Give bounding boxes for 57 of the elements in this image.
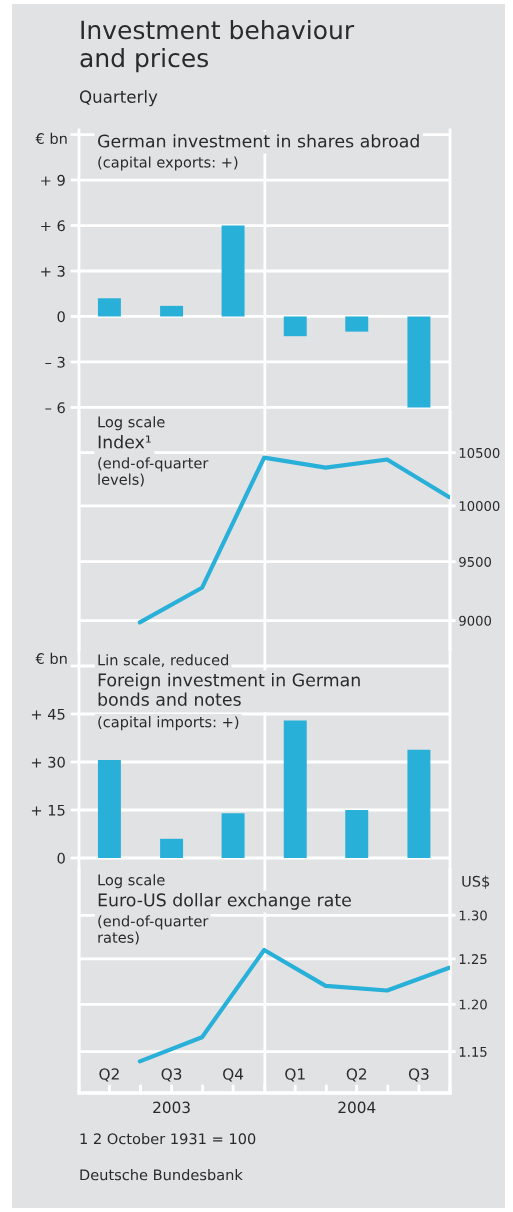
x-tick-label: Q1	[285, 1068, 305, 1082]
annotation: Lin scale, reduced	[98, 654, 229, 667]
y-tick-label: 0	[57, 311, 65, 323]
x2-tick-label: 2003	[153, 1101, 190, 1114]
y-tick-label: + 3	[41, 265, 65, 277]
y-tick-label: + 15	[31, 804, 65, 816]
chart-title: German investment in shares abroad	[98, 134, 419, 148]
y-tick-label: 0	[57, 852, 65, 864]
x-tick-label: Q3	[408, 1068, 429, 1082]
y2-tick-label: 9000	[459, 615, 492, 626]
bar	[221, 225, 245, 317]
y2-tick-label: 9500	[459, 556, 492, 567]
y2-tick-label: 1.20	[459, 999, 487, 1010]
y2-tick-label: 1.30	[459, 910, 487, 921]
y-tick-label: + 6	[41, 220, 65, 232]
y-tick-label: + 30	[31, 756, 65, 768]
text: (end-of-quarter rates)	[98, 915, 209, 945]
x-tick-label: Q3	[161, 1068, 182, 1082]
bar	[221, 813, 245, 858]
x-tick-label: Q4	[223, 1068, 244, 1082]
bar	[160, 305, 184, 317]
bar	[97, 760, 121, 858]
bar	[160, 838, 184, 858]
y-tick-label: – 6	[45, 402, 65, 414]
y-axis-title: € bn	[35, 652, 67, 665]
y2-tick-label: 10500	[459, 447, 500, 458]
y2-tick-label: 10000	[459, 501, 500, 512]
bar	[407, 316, 431, 408]
text: Index¹	[98, 435, 151, 449]
y2-axis-title: US$	[462, 875, 490, 889]
text: (capital imports: +)	[98, 716, 239, 731]
text: (end-of-quarter levels)	[98, 457, 209, 487]
x-tick-label: Q2	[346, 1068, 367, 1082]
text: Euro-US dollar exchange rate	[98, 893, 351, 910]
y2-tick-label: 1.15	[459, 1047, 487, 1057]
bar	[283, 316, 307, 337]
text: Foreign investment in German bonds and notes	[98, 673, 360, 706]
bar	[97, 298, 121, 317]
bar	[283, 720, 307, 858]
bar	[345, 810, 369, 858]
annotation: Log scale	[98, 874, 165, 889]
y2-tick-label: 1.25	[459, 954, 487, 965]
y-tick-label: + 9	[41, 174, 65, 186]
text: (capital exports: +)	[98, 156, 238, 171]
text: Investment behaviour and prices	[80, 20, 355, 73]
text: Quarterly	[79, 90, 158, 107]
line-series	[137, 947, 450, 1064]
y-tick-label: – 3	[45, 356, 65, 368]
text: Deutsche Bundesbank	[80, 1169, 243, 1181]
bar	[407, 749, 431, 858]
y-axis-title: € bn	[35, 132, 67, 145]
x-tick-label: Q2	[99, 1068, 119, 1082]
y-tick-label: + 45	[31, 708, 65, 720]
bar	[345, 316, 369, 332]
text: 1 2 October 1931 = 100	[80, 1133, 256, 1145]
annotation: Log scale	[98, 416, 165, 431]
x2-tick-label: 2004	[338, 1101, 376, 1114]
